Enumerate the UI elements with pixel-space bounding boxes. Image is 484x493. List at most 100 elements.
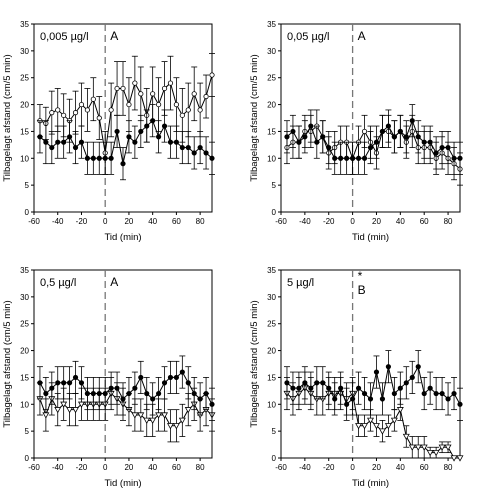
data-point: [367, 396, 374, 402]
data-point: [43, 390, 49, 397]
data-point: [78, 380, 85, 386]
data-point: [108, 107, 114, 113]
data-point: [420, 444, 428, 451]
data-point: [296, 139, 302, 145]
data-point: [185, 107, 191, 113]
data-point: [102, 390, 108, 397]
data-point: [427, 385, 433, 391]
data-point: [67, 380, 73, 386]
data-point: [108, 155, 114, 161]
panel-letter: A: [110, 29, 118, 43]
data-point: [126, 390, 132, 397]
data-point: [155, 412, 163, 419]
data-point: [197, 396, 203, 402]
data-point: [408, 444, 416, 451]
x-tick-label: 0: [103, 217, 108, 226]
data-point: [96, 155, 102, 161]
data-point: [391, 134, 397, 140]
data-point: [156, 101, 162, 108]
data-point: [149, 417, 157, 425]
data-point: [397, 128, 403, 135]
y-tick-label: 0: [25, 208, 30, 217]
data-point: [185, 144, 191, 151]
data-point: [55, 107, 61, 113]
data-point: [84, 390, 91, 397]
data-point: [415, 364, 421, 370]
data-point: [84, 155, 91, 161]
data-point: [433, 150, 439, 156]
x-tick-label: 40: [148, 217, 157, 226]
y-tick-label: 30: [267, 47, 276, 56]
x-axis-label: Tid (min): [352, 232, 389, 243]
data-point: [54, 407, 62, 414]
data-point: [367, 144, 374, 151]
data-point: [150, 91, 156, 97]
data-point: [338, 155, 344, 161]
data-point: [296, 385, 302, 391]
y-tick-label: 15: [20, 373, 29, 382]
y-tick-label: 15: [20, 127, 29, 136]
panel-letter: A: [110, 275, 118, 289]
y-tick-label: 25: [267, 320, 276, 329]
y-tick-label: 10: [267, 400, 276, 409]
data-point: [385, 364, 391, 370]
data-point: [77, 401, 85, 408]
data-point: [332, 155, 338, 161]
data-point: [191, 390, 197, 397]
x-tick-label: -40: [52, 463, 64, 472]
data-point: [144, 390, 150, 397]
data-point: [314, 380, 320, 386]
x-tick-label: 60: [172, 217, 181, 226]
data-point: [144, 123, 150, 129]
data-point: [450, 455, 458, 462]
x-tick-label: 40: [396, 463, 405, 472]
y-tick-label: 20: [20, 101, 29, 110]
x-tick-label: 0: [103, 463, 108, 472]
data-point: [72, 144, 79, 151]
data-point: [167, 374, 174, 381]
data-point: [302, 134, 308, 140]
data-point: [114, 385, 120, 391]
data-point: [138, 91, 144, 97]
data-point: [132, 80, 138, 86]
data-point: [49, 385, 55, 391]
data-point: [367, 417, 374, 425]
data-point: [397, 385, 403, 391]
data-point: [120, 161, 126, 167]
data-point: [114, 128, 120, 135]
x-tick-label: -20: [76, 463, 88, 472]
data-point: [421, 390, 427, 397]
data-point: [444, 444, 452, 451]
y-tick-label: 35: [267, 266, 276, 275]
x-tick-label: 60: [172, 463, 181, 472]
x-axis-label: Tid (min): [104, 232, 141, 243]
data-point: [349, 396, 356, 402]
data-point: [409, 118, 415, 124]
data-point: [138, 374, 144, 381]
data-point: [209, 72, 215, 78]
data-point: [445, 396, 451, 402]
data-point: [167, 139, 174, 145]
data-point: [132, 139, 138, 145]
y-tick-label: 20: [267, 347, 276, 356]
data-point: [403, 134, 409, 140]
data-point: [402, 433, 410, 441]
data-point: [308, 385, 314, 391]
data-point: [326, 144, 332, 151]
data-point: [320, 134, 326, 140]
y-tick-label: 0: [25, 454, 30, 463]
plot-frame: [33, 23, 213, 213]
data-point: [355, 155, 362, 161]
data-point: [114, 85, 120, 92]
x-tick-label: 20: [124, 463, 133, 472]
y-axis-label: Tilbagelagt afstand (cm/5 min): [2, 300, 13, 427]
y-tick-label: 30: [20, 47, 29, 56]
concentration-label: 0,5 µg/l: [40, 277, 76, 289]
data-point: [415, 134, 421, 140]
data-point: [108, 385, 114, 391]
data-point: [61, 112, 67, 118]
data-point: [373, 369, 380, 375]
y-tick-label: 25: [20, 320, 29, 329]
y-tick-label: 25: [267, 74, 276, 83]
data-point: [126, 101, 132, 108]
